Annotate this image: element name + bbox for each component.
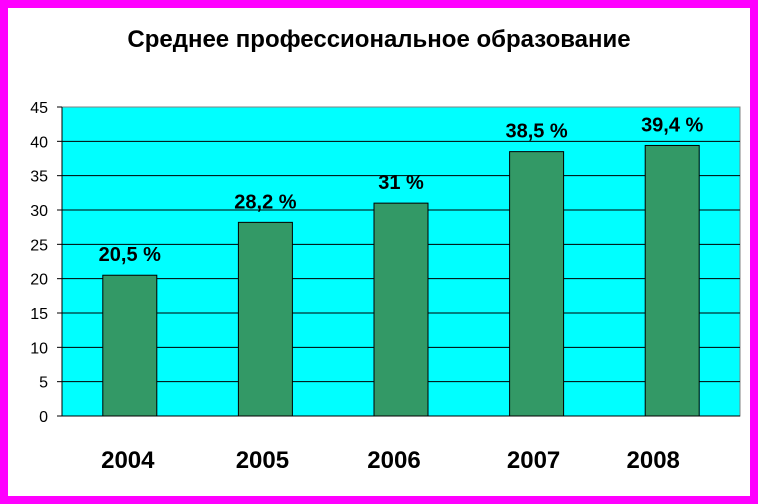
- data-label: 31 %: [378, 172, 424, 194]
- bar: [102, 274, 158, 417]
- y-tick-label: 10: [30, 340, 48, 357]
- data-label: 28,2 %: [234, 191, 296, 213]
- bar: [237, 221, 293, 417]
- x-tick-label: 2006: [367, 447, 420, 474]
- data-label: 38,5 %: [505, 121, 567, 143]
- x-axis-labels: 2004 2005 2006 2007 2008: [101, 447, 680, 474]
- data-labels: 20,5 % 28,2 % 31 % 38,5 % 39,4 %: [99, 114, 704, 266]
- y-tick-label: 35: [30, 169, 48, 186]
- x-tick-label: 2004: [101, 447, 155, 474]
- bars: [102, 144, 700, 417]
- x-tick-label: 2005: [236, 447, 289, 474]
- data-label: 20,5 %: [99, 244, 161, 266]
- chart-title: Среднее профессиональное образование: [127, 26, 631, 53]
- x-tick-label: 2008: [627, 447, 680, 474]
- bar: [373, 202, 429, 417]
- x-tick-label: 2007: [507, 447, 560, 474]
- y-tick-label: 25: [30, 237, 48, 254]
- y-tick-label: 15: [30, 306, 48, 323]
- y-tick-label: 20: [30, 272, 48, 289]
- y-tick-label: 40: [30, 134, 48, 151]
- data-label: 39,4 %: [641, 114, 703, 136]
- bar: [509, 151, 565, 417]
- y-tick-label: 5: [39, 375, 48, 392]
- bar: [644, 144, 700, 417]
- y-tick-label: 45: [30, 100, 48, 117]
- y-tick-label: 30: [30, 203, 48, 220]
- y-tick-label: 0: [39, 409, 48, 426]
